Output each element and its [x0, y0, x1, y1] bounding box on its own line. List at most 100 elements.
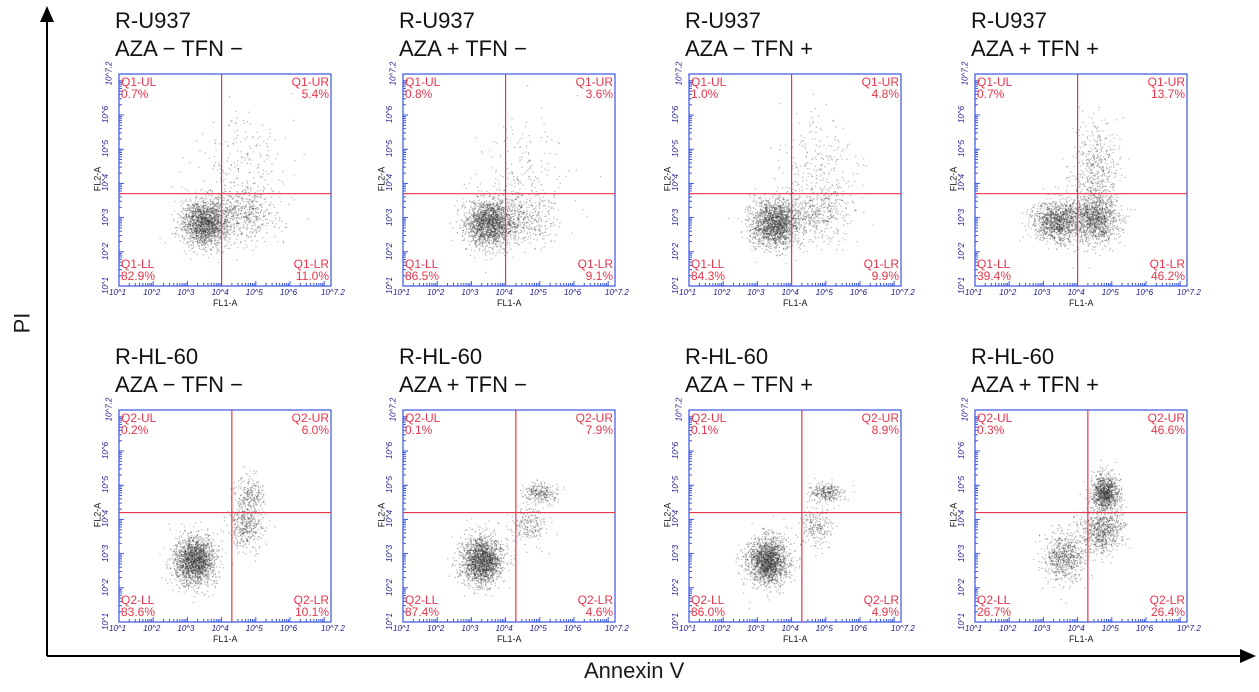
event-dot [274, 226, 276, 228]
event-dot [239, 223, 241, 225]
event-dot [223, 220, 226, 222]
event-dot [214, 216, 216, 218]
event-dot [206, 214, 208, 216]
event-dot [211, 212, 213, 214]
event-dot [192, 240, 194, 242]
event-dot [193, 204, 196, 206]
event-dot [282, 183, 284, 185]
event-dot [212, 225, 214, 228]
event-dot [187, 225, 189, 227]
event-dot [218, 229, 220, 231]
event-dot [204, 230, 206, 233]
event-dot [212, 220, 215, 222]
event-dot [211, 217, 214, 220]
event-dot [202, 219, 205, 221]
event-dot [206, 203, 208, 205]
event-dot [183, 225, 185, 228]
event-dot [193, 205, 195, 207]
event-dot [229, 230, 231, 232]
event-dot [199, 234, 201, 236]
event-dot [208, 217, 210, 219]
event-dot [176, 213, 179, 215]
event-dot [237, 210, 239, 212]
event-dot [206, 226, 208, 229]
event-dot [197, 205, 199, 208]
event-dot [213, 222, 215, 224]
event-dot [181, 228, 183, 231]
event-dot [200, 228, 202, 230]
event-dot [263, 140, 265, 143]
event-dot [250, 217, 252, 219]
event-dot [189, 220, 191, 222]
event-dot [187, 241, 189, 243]
event-dot [244, 215, 246, 217]
event-dot [207, 257, 209, 259]
event-dot [209, 219, 211, 221]
event-dot [227, 214, 229, 217]
event-dot [186, 241, 188, 243]
event-dot [196, 226, 198, 228]
event-dot [212, 210, 214, 212]
event-dot [239, 230, 241, 232]
event-dot [202, 220, 204, 222]
event-dot [212, 212, 214, 214]
event-dot [191, 219, 193, 221]
event-dot [245, 192, 247, 194]
event-dot [212, 222, 214, 224]
event-dot [200, 234, 203, 236]
event-dot [202, 223, 205, 225]
event-dot [195, 228, 197, 230]
event-dot [210, 221, 212, 223]
event-dot [245, 204, 247, 206]
event-dot [207, 226, 209, 228]
event-dot [179, 224, 181, 226]
event-dot [185, 230, 187, 232]
event-dot [201, 220, 203, 222]
event-dot [249, 231, 252, 233]
event-dot [225, 207, 227, 209]
event-dot [229, 220, 231, 222]
event-dot [185, 213, 188, 215]
event-dot [204, 221, 206, 223]
event-dot [202, 214, 204, 216]
event-dot [192, 225, 195, 228]
event-dot [199, 221, 201, 223]
event-dot [248, 211, 250, 213]
event-dot [218, 208, 220, 210]
event-dot [205, 217, 207, 219]
event-dot [192, 235, 194, 237]
event-dot [203, 212, 205, 215]
event-dot [225, 203, 228, 205]
event-dot [200, 240, 202, 242]
event-dot [202, 239, 204, 241]
event-dot [233, 225, 235, 227]
event-dot [199, 222, 201, 224]
event-dot [183, 227, 185, 229]
event-dot [229, 191, 231, 193]
event-dot [263, 216, 265, 218]
event-dot [264, 188, 266, 190]
event-dot [234, 185, 236, 187]
event-dot [230, 215, 233, 218]
event-dot [209, 241, 211, 243]
event-dot [245, 223, 247, 225]
event-dot [246, 219, 248, 221]
event-dot [194, 227, 196, 229]
event-dot [208, 219, 211, 222]
event-dot [225, 235, 228, 237]
event-dot [213, 210, 215, 212]
event-dot [191, 222, 193, 224]
event-dot [208, 228, 210, 231]
event-dot [195, 219, 197, 221]
event-dot [215, 229, 218, 231]
event-dot [202, 224, 204, 226]
event-dot [252, 231, 254, 233]
event-dot [192, 224, 194, 226]
event-dot [205, 206, 207, 208]
event-dot [202, 221, 204, 223]
event-dot [192, 204, 194, 206]
event-dot [235, 122, 237, 124]
event-dot [206, 237, 209, 239]
event-dot [208, 157, 210, 159]
event-dot [213, 214, 215, 216]
